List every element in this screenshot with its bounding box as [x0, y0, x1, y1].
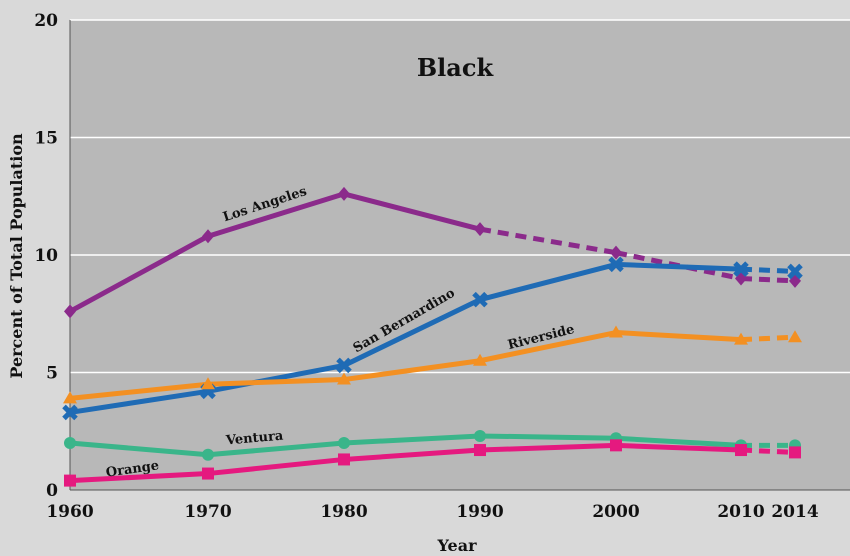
line-segment-san-bernardino-2000-2010 [615, 261, 742, 272]
gridlines [70, 19, 850, 374]
line-segment-orange-1990-2000 [479, 442, 617, 453]
line-segment-ventura-1960-1970 [69, 440, 209, 458]
x-tick-label-1990: 1990 [456, 502, 503, 522]
data-point-ventura-1960 [64, 437, 76, 449]
data-point-riverside-2010 [734, 332, 748, 345]
line-segment-orange-2000-2010 [615, 442, 742, 453]
x-axis-label: Year [436, 536, 477, 555]
data-point-orange-1960 [64, 474, 76, 487]
data-point-ventura-1990 [474, 429, 486, 442]
marker-stroke [608, 256, 624, 273]
data-point-riverside-1980 [337, 372, 351, 385]
data-point-los-angeles-1960 [64, 304, 76, 319]
line-segment-los-angeles-1970-1980 [207, 191, 345, 239]
line-segment-ventura-2000-2010 [615, 435, 742, 448]
line-segment-orange-1960-1970 [69, 471, 209, 484]
y-tick-label-0: 0 [46, 481, 58, 501]
marker-stroke [733, 261, 749, 277]
data-point-orange-1990 [474, 444, 486, 457]
marker-stroke [787, 263, 803, 280]
y-axis-label: Percent of Total Population [7, 133, 26, 379]
line-segment-riverside-1980-1990 [343, 358, 481, 383]
data-point-los-angeles-1990 [474, 222, 486, 237]
series-label-ventura: Ventura [224, 428, 284, 448]
line-segment-san-bernardino-1960-1970 [69, 388, 209, 415]
data-point-orange-1980 [338, 453, 350, 466]
x-tick-label-1960: 1960 [46, 502, 93, 522]
line-segment-san-bernardino-1990-2000 [479, 261, 617, 303]
line-segment-riverside-1970-1980 [207, 377, 345, 387]
data-point-los-angeles-1970 [202, 229, 214, 244]
x-tick-label-2014: 2014 [771, 502, 818, 522]
line-segment-riverside-2000-2010 [615, 330, 742, 343]
data-point-ventura-1970 [202, 448, 214, 461]
series-lines [68, 191, 796, 484]
chart-title: Black [417, 53, 495, 82]
x-tick-label-2000: 2000 [592, 502, 639, 522]
data-point-orange-2000 [610, 439, 622, 452]
y-tick-labels: 0 5 10 15 20 [34, 11, 58, 501]
data-point-san-bernardino-1960 [62, 404, 78, 421]
y-tick-label-5: 5 [46, 364, 58, 384]
line-segment-san-bernardino-1980-1990 [342, 297, 482, 368]
data-point-ventura-1980 [338, 437, 350, 449]
data-point-san-bernardino-2000 [608, 256, 624, 273]
x-tick-label-1980: 1980 [320, 502, 367, 522]
line-segment-los-angeles-1980-1990 [343, 191, 481, 232]
line-segment-orange-1970-1980 [207, 456, 345, 477]
x-tick-labels: 1960 1970 1980 1990 2000 2010 2014 [46, 502, 818, 522]
data-point-riverside-2014 [788, 330, 802, 343]
data-point-orange-2014 [789, 446, 801, 459]
x-tick-label-2010: 2010 [717, 502, 764, 522]
data-point-orange-2010 [735, 444, 747, 457]
line-segment-ventura-1980-1990 [343, 433, 481, 446]
line-segment-orange-1980-1990 [343, 447, 481, 462]
series-markers [62, 186, 803, 487]
data-point-riverside-1970 [201, 377, 215, 390]
line-segment-ventura-1990-2000 [479, 433, 617, 441]
marker-stroke [336, 357, 352, 374]
series-label-orange: Orange [105, 458, 160, 480]
line-segment-los-angeles-2010-2014 [740, 276, 796, 284]
data-point-los-angeles-1980 [338, 186, 350, 201]
data-point-san-bernardino-2010 [733, 261, 749, 277]
y-tick-label-15: 15 [34, 129, 58, 149]
data-point-san-bernardino-1990 [472, 291, 488, 308]
data-point-riverside-1960 [63, 391, 77, 404]
line-segment-riverside-2010-2014 [740, 334, 796, 343]
line-segment-orange-2010-2014 [740, 447, 796, 455]
y-tick-label-20: 20 [34, 11, 58, 31]
line-segment-riverside-1990-2000 [479, 330, 617, 364]
data-point-los-angeles-2000 [610, 245, 622, 260]
marker-stroke [62, 404, 78, 421]
line-segment-san-bernardino-1970-1980 [207, 362, 345, 394]
line-segment-san-bernardino-2010-2014 [740, 266, 796, 274]
y-tick-label-10: 10 [34, 246, 58, 266]
data-point-san-bernardino-2014 [787, 263, 803, 280]
line-segment-los-angeles-1960-1970 [68, 234, 210, 314]
data-point-san-bernardino-1980 [336, 357, 352, 374]
marker-stroke [472, 291, 488, 308]
line-segment-los-angeles-1990-2000 [479, 226, 617, 256]
x-tick-label-1970: 1970 [184, 502, 231, 522]
data-point-riverside-2000 [609, 325, 623, 338]
line-segment-riverside-1960-1970 [69, 381, 209, 401]
line-segment-ventura-1970-1980 [207, 440, 345, 458]
data-point-riverside-1990 [473, 353, 487, 366]
data-point-orange-1970 [202, 467, 214, 480]
